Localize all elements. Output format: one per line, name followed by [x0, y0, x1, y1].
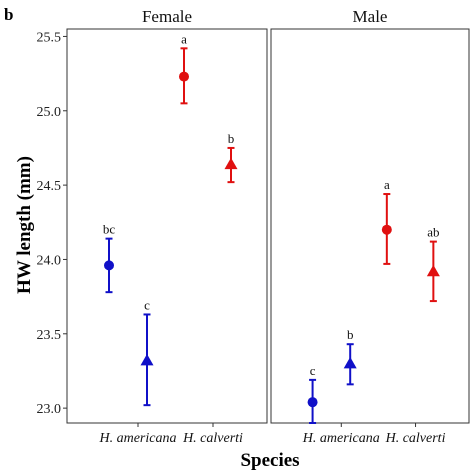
- panel-strip: [67, 4, 267, 29]
- mean-point-circle: [381, 224, 392, 235]
- x-tick-label: H. calverti: [385, 431, 446, 446]
- y-tick-label: 24.0: [37, 253, 62, 268]
- x-tick-label: H. calverti: [182, 431, 243, 446]
- y-tick-label: 23.5: [37, 328, 62, 343]
- significance-label: bc: [103, 222, 116, 237]
- significance-label: c: [144, 297, 150, 312]
- y-axis-title: HW length (mm): [14, 156, 35, 294]
- y-tick-label: 24.5: [37, 179, 62, 194]
- significance-label: c: [310, 363, 316, 378]
- panel-male: Male H. americana H. calverti c b a ab: [270, 4, 470, 446]
- panels-group: 23.0 23.5 24.0 24.5 25.0 25.5 Female H. america…: [37, 4, 470, 446]
- mean-point-triangle: [426, 264, 440, 277]
- x-tick-label: H. americana: [302, 431, 380, 446]
- panel-strip: [271, 4, 469, 29]
- panel-tag: b: [4, 5, 13, 24]
- mean-point-triangle: [224, 157, 238, 170]
- x-tick-label: H. americana: [99, 431, 177, 446]
- significance-label: a: [181, 31, 187, 46]
- significance-label: b: [347, 327, 354, 342]
- panel-frame: [66, 28, 268, 424]
- significance-label: ab: [427, 225, 439, 240]
- mean-point-circle: [179, 71, 189, 82]
- mean-point-circle: [104, 260, 114, 271]
- significance-label: a: [384, 177, 390, 192]
- y-tick-label: 25.0: [37, 105, 62, 120]
- panel-frame: [270, 28, 470, 424]
- y-tick-label: 25.5: [37, 30, 62, 45]
- x-axis-title: Species: [240, 450, 299, 471]
- mean-point-circle: [307, 397, 318, 408]
- panel-female: Female H. americana H. calverti bc c a b: [66, 4, 268, 446]
- panel-title: Female: [142, 7, 192, 26]
- significance-label: b: [228, 131, 235, 146]
- panel-title: Male: [353, 7, 388, 26]
- y-tick-label: 23.0: [37, 402, 62, 417]
- mean-point-triangle: [140, 354, 154, 366]
- mean-point-triangle: [343, 357, 357, 369]
